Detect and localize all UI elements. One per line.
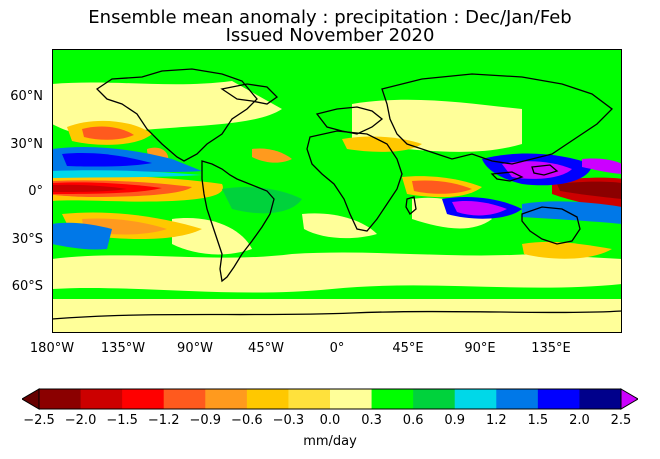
colorbar-over-extension	[620, 388, 638, 410]
colorbar-tick-label: 2.0	[569, 413, 590, 428]
colorbar-segment	[39, 389, 82, 409]
anomaly-field	[52, 81, 622, 333]
colorbar-tick-label: −2.0	[64, 413, 97, 428]
lon-tick-label: 90°E	[464, 341, 496, 356]
colorbar-segment	[330, 389, 373, 409]
lon-tick-label: 45°W	[248, 341, 284, 356]
lat-tick-label: 30°S	[11, 232, 43, 247]
map-subtitle: Issued November 2020	[225, 25, 435, 46]
colorbar-under-extension	[22, 388, 40, 410]
coastlines	[52, 68, 622, 320]
lat-tick-label: 60°N	[10, 89, 43, 104]
colorbar-tick-label: 1.5	[527, 413, 549, 428]
lon-tick-label: 135°W	[100, 341, 146, 356]
lon-tick-label: 135°E	[531, 341, 571, 356]
lon-tick-label: 45°E	[392, 341, 424, 356]
colorbar-tick-label: −0.3	[272, 413, 305, 428]
colorbar-segment	[205, 389, 248, 409]
colorbar-tick-label: 2.5	[610, 413, 632, 428]
lat-tick-label: 60°S	[11, 279, 43, 294]
colorbar-segment	[371, 389, 414, 409]
lon-tick-label: 90°W	[177, 341, 213, 356]
colorbar-segment	[246, 389, 289, 409]
colorbar-segment	[454, 389, 497, 409]
lon-tick-label: 180°W	[29, 341, 75, 356]
map-title: Ensemble mean anomaly : precipitation : …	[88, 7, 572, 28]
colorbar-tick-label: −1.5	[106, 413, 138, 428]
colorbar-segment	[163, 389, 206, 409]
colorbar-tick-label: −2.5	[23, 413, 55, 428]
colorbar-segment	[122, 389, 165, 409]
colorbar-segment	[80, 389, 123, 409]
colorbar-tick-label: 0.6	[402, 413, 424, 428]
colorbar-segment	[537, 389, 580, 409]
colorbar-units: mm/day	[303, 434, 357, 449]
colorbar-segment	[288, 389, 331, 409]
colorbar-tick-label: −0.6	[231, 413, 263, 428]
precipitation-anomaly-map	[52, 49, 622, 333]
lon-tick-label: 0°	[329, 341, 345, 356]
colorbar-segment	[413, 389, 456, 409]
colorbar-tick-label: 0.9	[444, 413, 466, 428]
colorbar-tick-label: −1.2	[147, 413, 180, 428]
lat-tick-label: 30°N	[10, 137, 43, 152]
colorbar-tick-label: 1.2	[485, 413, 507, 428]
colorbar-tick-label: 0.3	[361, 413, 382, 428]
colorbar-tick-label: 0.0	[319, 413, 341, 428]
colorbar-tick-label: −0.9	[189, 413, 222, 428]
lat-tick-label: 0°	[28, 184, 43, 199]
colorbar-segment	[496, 389, 539, 409]
colorbar-segment	[579, 389, 622, 409]
colorbar-border	[38, 388, 622, 410]
colorbar	[22, 388, 638, 410]
